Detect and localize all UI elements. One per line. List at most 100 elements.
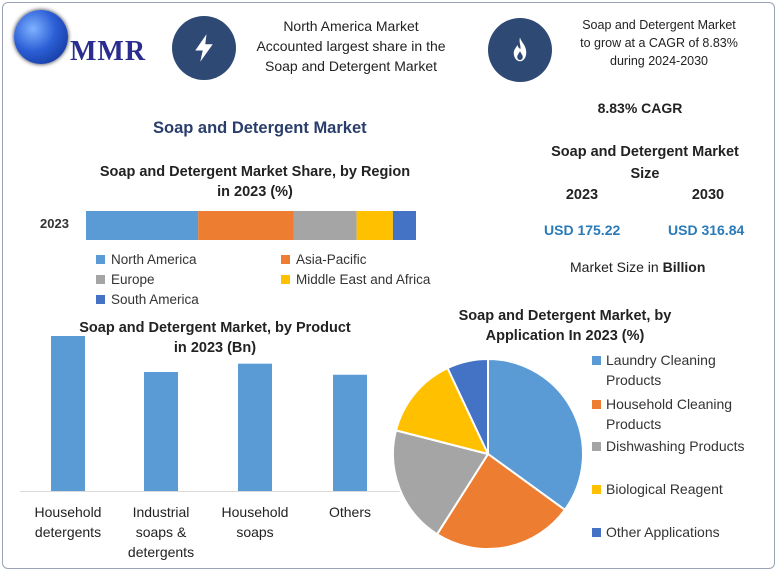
main-title: Soap and Detergent Market: [153, 119, 367, 137]
legend-swatch: [592, 442, 601, 451]
region-stacked-bar: [86, 211, 416, 240]
legend-item-middle-east-and-africa: Middle East and Africa: [281, 272, 430, 287]
market-size-2030-value: USD 316.84: [668, 222, 745, 238]
lightning-icon: [172, 16, 236, 80]
region-bar-segment-middle-east-and-africa: [356, 211, 393, 240]
pie-slice-other-applications: [446, 357, 489, 455]
product-category-label: Household detergents: [18, 502, 118, 542]
legend-swatch: [281, 255, 290, 264]
legend-swatch: [592, 356, 601, 365]
region-bar-segment-south-america: [392, 211, 416, 240]
legend-item-north-america: North America: [96, 252, 197, 267]
brand-name: MMR: [70, 36, 147, 67]
legend-label-line: Products: [606, 372, 662, 388]
region-year-label: 2023: [40, 216, 69, 231]
chart-title-line: Soap and Detergent Market, by Product: [79, 320, 351, 336]
highlight-line: to grow at a CAGR of 8.83%: [580, 36, 738, 50]
application-legend: Laundry Cleaning Products Household Cleani…: [592, 350, 772, 550]
legend-item-europe: Europe: [96, 272, 155, 287]
highlight-north-america: North America Market Accounted largest s…: [246, 16, 456, 76]
category-label-line: detergents: [34, 524, 102, 540]
legend-swatch: [592, 400, 601, 409]
chart-title-line: Soap and Detergent Market Share, by Regi…: [99, 164, 411, 180]
category-label-line: Others: [328, 504, 371, 520]
legend-label: Household Cleaning Products: [606, 394, 732, 434]
unit-prefix: Market Size in: [570, 259, 663, 275]
pie-legend-item-household-cleaning-products: Household Cleaning Products: [592, 394, 732, 434]
legend-label-line: Laundry Cleaning: [606, 352, 716, 368]
highlight-line: Soap and Detergent Market: [265, 58, 437, 74]
legend-swatch: [592, 485, 601, 494]
legend-label: Middle East and Africa: [296, 272, 431, 287]
legend-swatch: [96, 255, 105, 264]
pie-legend-item-laundry-cleaning-products: Laundry Cleaning Products: [592, 350, 716, 390]
legend-label-line: Products: [606, 416, 662, 432]
highlight-line: during 2024-2030: [610, 54, 708, 68]
product-chart-title: Soap and Detergent Market, by Product in…: [50, 318, 380, 358]
product-category-label: Industrial soaps & detergents: [111, 502, 211, 562]
legend-label: Asia-Pacific: [296, 252, 367, 267]
legend-label-line: Other Applications: [606, 524, 720, 540]
pie-slice-biological-reagent: [394, 366, 490, 456]
pie-slice-dishwashing-products: [392, 429, 490, 536]
region-chart-title: Soap and Detergent Market Share, by Regi…: [80, 162, 430, 202]
legend-label-line: Biological Reagent: [606, 481, 723, 497]
market-size-title-line: Soap and Detergent Market: [551, 144, 739, 160]
chart-title-line: in 2023 (%): [217, 184, 293, 200]
product-bar-chart: [20, 336, 400, 492]
legend-label: Other Applications: [606, 522, 720, 542]
category-label-line: soaps: [236, 524, 274, 540]
product-category-label: Others: [300, 502, 400, 522]
product-bar-others: [333, 374, 367, 491]
cagr-label: 8.83% CAGR: [597, 100, 683, 116]
market-size-unit: Market Size in Billion: [570, 259, 705, 275]
legend-swatch: [96, 295, 105, 304]
highlight-line: Soap and Detergent Market: [582, 18, 736, 32]
unit-bold: Billion: [662, 259, 706, 275]
category-label-line: Household: [221, 504, 289, 520]
chart-title-line: Application In 2023 (%): [485, 328, 645, 344]
legend-item-south-america: South America: [96, 292, 199, 307]
brand-logo: MMR: [12, 10, 162, 70]
category-label-line: Industrial: [132, 504, 190, 520]
market-size-2023-value: USD 175.22: [544, 222, 621, 238]
highlight-line: Accounted largest share in the: [256, 38, 446, 54]
market-size-title-line: Size: [630, 166, 660, 182]
legend-swatch: [281, 275, 290, 284]
category-label-line: Household: [34, 504, 102, 520]
category-label-line: soaps &: [135, 524, 187, 540]
legend-label-line: Dishwashing Products: [606, 438, 745, 454]
product-category-label: Household soaps: [205, 502, 305, 542]
year-2030-label: 2030: [691, 187, 725, 203]
region-bar-segment-asia-pacific: [198, 211, 294, 240]
pie-slice-household-cleaning-products: [435, 452, 567, 550]
market-size-title: Soap and Detergent Market Size: [530, 141, 760, 185]
legend-label: Dishwashing Products: [606, 436, 745, 456]
highlight-cagr: Soap and Detergent Market to grow at a C…: [566, 16, 752, 70]
chart-title-line: in 2023 (Bn): [173, 340, 257, 356]
product-bar-household-soaps: [238, 363, 272, 491]
legend-label: South America: [111, 292, 199, 307]
legend-label: Biological Reagent: [606, 479, 723, 499]
legend-label: North America: [111, 252, 197, 267]
globe-icon: [14, 10, 68, 64]
legend-swatch: [96, 275, 105, 284]
legend-label-line: Household Cleaning: [606, 396, 733, 412]
legend-item-asia-pacific: Asia-Pacific: [281, 252, 367, 267]
application-chart-title: Soap and Detergent Market, by Applicatio…: [430, 306, 700, 346]
highlight-line: North America Market: [283, 18, 419, 34]
pie-slice-laundry-cleaning-products: [487, 357, 584, 512]
application-pie-chart: [392, 357, 584, 550]
product-category-labels: Household detergents Industrial soaps & dete…: [20, 502, 400, 562]
pie-legend-item-dishwashing-products: Dishwashing Products: [592, 436, 745, 456]
chart-title-line: Soap and Detergent Market, by: [458, 308, 672, 324]
legend-swatch: [592, 528, 601, 537]
region-bar-segment-europe: [293, 211, 357, 240]
year-2023-label: 2023: [565, 187, 599, 203]
legend-label: Laundry Cleaning Products: [606, 350, 716, 390]
region-bar-segment-north-america: [86, 211, 199, 240]
pie-legend-item-other-applications: Other Applications: [592, 522, 720, 542]
legend-label: Europe: [111, 272, 155, 287]
pie-legend-item-biological-reagent: Biological Reagent: [592, 479, 723, 499]
